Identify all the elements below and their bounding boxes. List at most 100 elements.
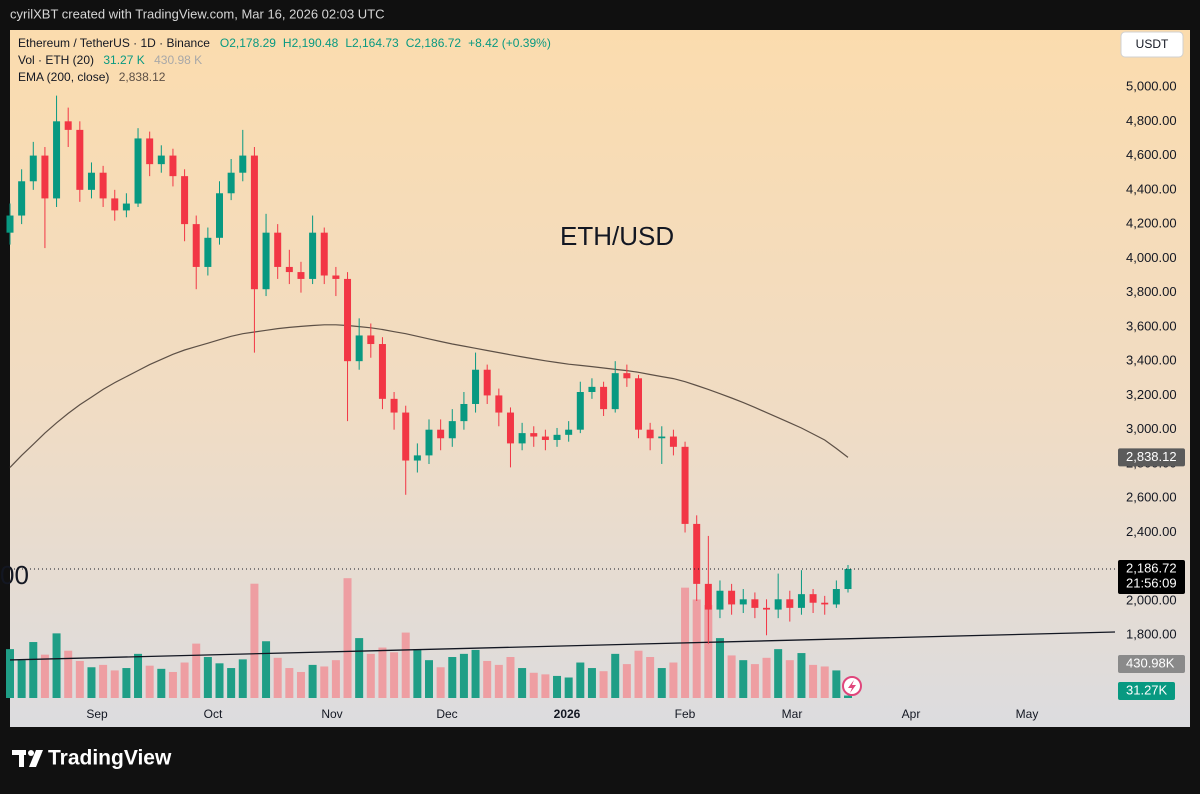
- volume-legend-ma: 430.98 K: [154, 53, 202, 67]
- candle-body: [344, 278, 352, 362]
- countdown: 21:56:09: [1126, 575, 1177, 590]
- volume-bar: [168, 671, 177, 698]
- candle-body: [274, 232, 282, 267]
- volume-bar: [692, 599, 701, 698]
- x-tick-label: Nov: [321, 707, 342, 721]
- x-tick-label: Apr: [902, 707, 921, 721]
- volume-bar: [308, 664, 317, 698]
- volume-bar: [774, 649, 783, 698]
- volume-ma-label-box: [1118, 655, 1185, 673]
- volume-bar: [657, 668, 666, 698]
- ohlc-value: +8.42 (+0.39%): [468, 36, 551, 50]
- volume-bar: [192, 643, 201, 698]
- candle-body: [250, 155, 258, 290]
- annotation: ETH/USD: [560, 221, 674, 251]
- candle-body: [832, 589, 840, 605]
- volume-bar: [471, 649, 480, 698]
- chart-area: [10, 30, 1190, 727]
- candle-body: [658, 436, 666, 439]
- volume-bar: [320, 666, 329, 698]
- volume-label-box: [1118, 682, 1175, 700]
- y-tick-label: 2,400.00: [1126, 524, 1177, 539]
- y-tick-label: 3,200.00: [1126, 387, 1177, 402]
- volume-bar: [203, 657, 212, 698]
- candle-body: [53, 121, 61, 199]
- candle-body: [192, 224, 200, 267]
- candle-body: [728, 590, 736, 605]
- volume-bar: [599, 671, 608, 698]
- volume-bar: [727, 655, 736, 698]
- volume-bar: [110, 670, 119, 698]
- candle-body: [76, 129, 84, 190]
- candle-body: [285, 266, 293, 273]
- candle-body: [18, 181, 26, 216]
- volume-bar: [529, 672, 538, 698]
- candle-body: [472, 369, 480, 404]
- candle-body: [495, 395, 503, 413]
- candle-body: [763, 607, 771, 610]
- volume-bar: [785, 660, 794, 698]
- candle-body: [378, 344, 386, 399]
- volume-bar: [52, 633, 61, 698]
- volume-bar: [413, 649, 422, 698]
- volume-bar: [611, 653, 620, 698]
- volume-bar: [273, 657, 282, 698]
- volume-bar: [459, 653, 468, 698]
- volume-bar: [844, 695, 852, 698]
- ema-legend-value: 2,838.12: [119, 70, 166, 84]
- candle-body: [681, 446, 689, 524]
- candle-body: [169, 155, 177, 177]
- volume-bar: [634, 650, 643, 698]
- currency-button[interactable]: [1120, 31, 1184, 58]
- brand-logo: [12, 750, 43, 767]
- volume-bar: [518, 668, 527, 698]
- y-tick-label: 3,400.00: [1126, 353, 1177, 368]
- currency-label[interactable]: USDT: [1136, 37, 1169, 51]
- candle-body: [157, 155, 165, 165]
- volume-bar: [483, 660, 492, 698]
- plot: [6, 95, 1116, 698]
- volume-bar: [250, 583, 259, 698]
- volume-bar: [296, 671, 305, 698]
- volume-bar: [75, 660, 84, 698]
- candle-body: [553, 434, 561, 440]
- x-tick-label: Dec: [436, 707, 457, 721]
- volume-bar: [494, 664, 503, 698]
- candle-body: [309, 232, 317, 279]
- candle-body: [146, 138, 154, 165]
- alert-icon[interactable]: [842, 676, 862, 696]
- volume-bar: [436, 667, 445, 698]
- candle-body: [576, 391, 584, 430]
- symbol: Ethereum / TetherUS · 1D · Binance: [18, 36, 210, 50]
- volume-bar: [355, 638, 364, 698]
- candle-body: [541, 436, 549, 440]
- ohlc-value: L2,164.73: [345, 36, 399, 50]
- volume-bar: [17, 660, 26, 698]
- volume-bar: [809, 664, 818, 698]
- candle-body: [506, 412, 514, 444]
- volume-bar: [762, 657, 771, 698]
- candle-body: [739, 599, 747, 605]
- volume-bar: [378, 647, 387, 698]
- volume-bar: [797, 653, 806, 698]
- x-tick-label: Feb: [675, 707, 696, 721]
- y-tick-label: 2,600.00: [1126, 490, 1177, 505]
- candle-body: [181, 176, 189, 225]
- candle-body: [565, 429, 573, 435]
- volume-bar: [99, 664, 108, 698]
- candle-body: [262, 232, 270, 290]
- volume-bar: [238, 659, 247, 698]
- x-tick-label: 2026: [554, 707, 581, 721]
- brand-name: TradingView: [48, 747, 172, 770]
- volume-bar: [29, 642, 38, 698]
- volume-bar: [262, 641, 271, 698]
- volume-bar: [576, 662, 585, 698]
- candle-body: [413, 455, 421, 461]
- candle-body: [704, 583, 712, 610]
- y-tick-label: 3,800.00: [1126, 284, 1177, 299]
- y-tick-label: 4,400.00: [1126, 181, 1177, 196]
- candle-body: [774, 599, 782, 610]
- volume-legend-name: Vol · ETH (20): [18, 53, 94, 67]
- volume-bar: [622, 664, 631, 698]
